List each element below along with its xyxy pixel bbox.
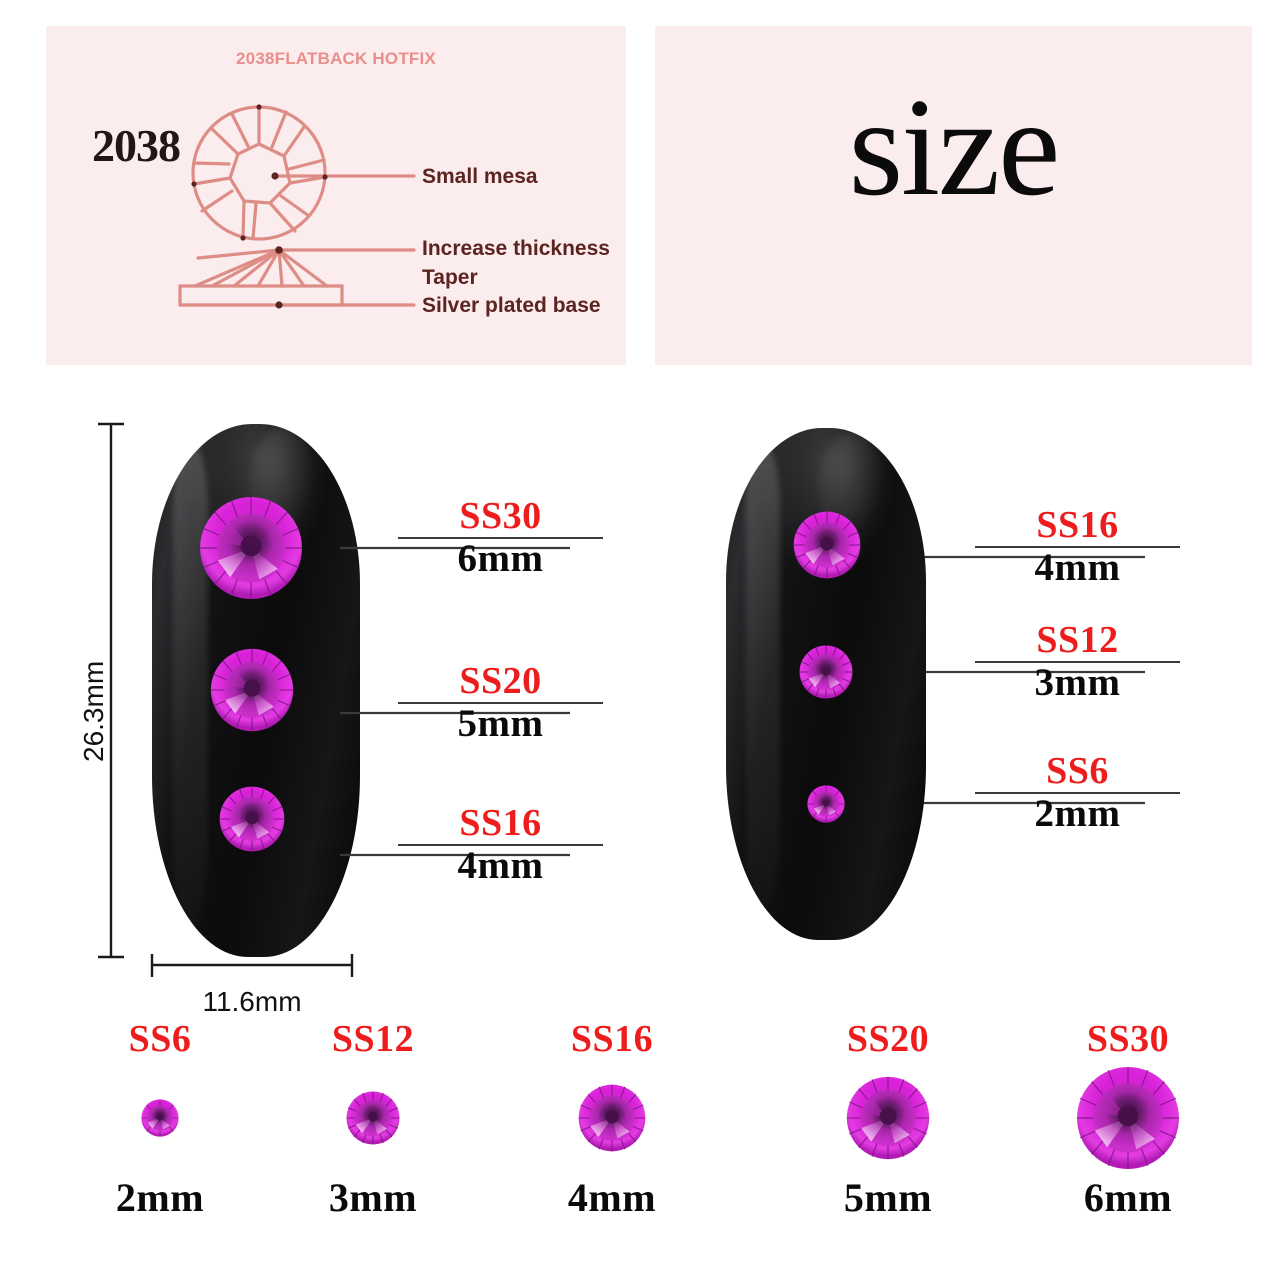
size-col-ss6: SS6 2mm: [45, 1020, 275, 1218]
label-rule: [975, 661, 1180, 664]
size-col-ss12-gem-wrap: [258, 1058, 488, 1178]
width-dimension-line: [150, 954, 354, 977]
label-rule: [398, 844, 603, 847]
gem-ss16-on-left-nail: [219, 786, 285, 852]
label-ss20-code: SS20: [459, 660, 542, 702]
label-ss6-mm: 2mm: [1034, 792, 1121, 836]
label-ss20-5mm: SS20 5mm: [398, 660, 603, 746]
size-col-ss16-gem-wrap: [497, 1058, 727, 1178]
callout-increase-thickness: Increase thickness: [422, 237, 610, 260]
model-number: 2038: [92, 120, 181, 171]
label-ss16-mm-left: 4mm: [457, 844, 544, 888]
size-col-ss16-mm: 4mm: [567, 1175, 657, 1220]
size-col-ss30-mm: 6mm: [1083, 1175, 1173, 1220]
size-heading: size: [848, 70, 1061, 225]
nail-gloss-highlight: [746, 443, 780, 915]
top-view-facet-spokes: [192, 105, 327, 240]
label-ss20-mm: 5mm: [457, 702, 544, 746]
size-col-ss12-mm: 3mm: [328, 1175, 418, 1220]
size-col-ss12-code: SS12: [331, 1018, 415, 1060]
label-rule: [398, 702, 603, 705]
size-col-ss6-gem-wrap: [45, 1058, 275, 1178]
flatback-diagram: [178, 104, 416, 309]
label-ss12-3mm: SS12 3mm: [975, 619, 1180, 705]
panel-title: 2038FLATBACK HOTFIX: [236, 49, 436, 68]
label-ss12-code: SS12: [1036, 619, 1119, 661]
label-ss6-2mm: SS6 2mm: [975, 750, 1180, 836]
gem-ss20-on-left-nail: [210, 648, 294, 732]
size-col-ss20-code: SS20: [846, 1018, 930, 1060]
size-col-ss30: SS30: [1013, 1020, 1243, 1218]
size-col-ss20-gem-wrap: [773, 1058, 1003, 1178]
gem-ss20-sample: [846, 1076, 930, 1160]
callout-silver-plated-base: Silver plated base: [422, 294, 601, 317]
size-comparison-row: SS6 2mm SS1: [0, 1020, 1288, 1288]
label-ss16-code-right: SS16: [1036, 504, 1119, 546]
label-rule: [398, 537, 603, 540]
gem-ss30-on-left-nail: [199, 496, 303, 600]
gem-ss12-sample: [346, 1091, 400, 1145]
top-view-table-polygon: [228, 142, 292, 205]
leader-dots: [191, 104, 328, 309]
label-ss6-code: SS6: [1046, 750, 1109, 792]
size-col-ss20: SS20: [773, 1020, 1003, 1218]
gem-ss16-sample: [578, 1084, 646, 1152]
size-col-ss6-code: SS6: [128, 1018, 192, 1060]
size-col-ss20-mm: 5mm: [843, 1175, 933, 1220]
side-view-trapezoid: [178, 248, 344, 307]
size-col-ss30-code: SS30: [1086, 1018, 1170, 1060]
nail-height-label: 26.3mm: [78, 660, 109, 762]
label-ss30-code: SS30: [459, 495, 542, 537]
gem-ss6-sample: [141, 1099, 179, 1137]
flatback-info-panel: 2038FLATBACK HOTFIX 2038: [46, 26, 626, 365]
label-ss30-mm: 6mm: [457, 537, 544, 581]
label-ss30-6mm: SS30 6mm: [398, 495, 603, 581]
label-rule: [975, 546, 1180, 549]
callout-small-mesa: Small mesa: [422, 165, 538, 188]
size-col-ss16-code: SS16: [570, 1018, 654, 1060]
nail-width-label: 11.6mm: [202, 986, 302, 1017]
label-ss16-code-left: SS16: [459, 802, 542, 844]
label-rule: [975, 792, 1180, 795]
size-col-ss16: SS16: [497, 1020, 727, 1218]
callout-taper: Taper: [422, 266, 478, 289]
label-ss16-4mm-left: SS16 4mm: [398, 802, 603, 888]
size-col-ss12: SS12: [258, 1020, 488, 1218]
size-word-panel: size: [655, 26, 1252, 365]
size-col-ss6-mm: 2mm: [115, 1175, 205, 1220]
label-ss16-mm-right: 4mm: [1034, 546, 1121, 590]
gem-ss6-on-right-nail: [807, 785, 845, 823]
gem-ss16-on-right-nail: [793, 511, 861, 579]
gem-ss12-on-right-nail: [799, 645, 853, 699]
label-ss16-4mm-right: SS16 4mm: [975, 504, 1180, 590]
gem-ss30-sample: [1076, 1066, 1180, 1170]
label-ss12-mm: 3mm: [1034, 661, 1121, 705]
size-col-ss30-gem-wrap: [1013, 1058, 1243, 1178]
nail-gloss-highlight: [172, 439, 209, 931]
